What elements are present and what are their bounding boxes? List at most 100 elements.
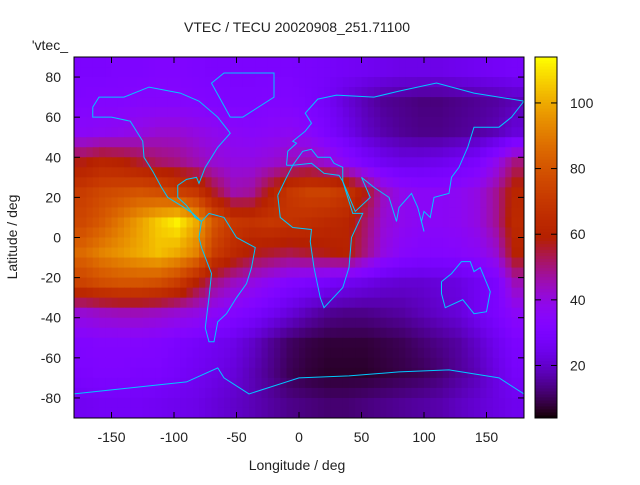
heatmap-cell	[99, 387, 106, 399]
heatmap-cell	[317, 377, 325, 389]
heatmap-cell	[86, 107, 94, 118]
heatmap-cell	[474, 127, 481, 138]
heatmap-cell	[217, 347, 225, 359]
heatmap-cell	[117, 317, 125, 329]
heatmap-cell	[442, 397, 450, 409]
heatmap-cell	[317, 57, 325, 68]
heatmap-cell	[474, 217, 481, 228]
heatmap-cell	[136, 367, 144, 379]
heatmap-cell	[105, 107, 112, 118]
heatmap-cell	[205, 277, 212, 289]
heatmap-cell	[261, 317, 269, 329]
heatmap-cell	[449, 327, 456, 339]
heatmap-cell	[130, 157, 137, 168]
heatmap-cell	[374, 267, 381, 279]
heatmap-cell	[186, 367, 194, 379]
heatmap-cell	[355, 177, 362, 188]
heatmap-cell	[130, 137, 137, 148]
heatmap-cell	[511, 227, 519, 238]
heatmap-cell	[249, 297, 256, 309]
heatmap-cell	[199, 147, 206, 158]
heatmap-cell	[430, 327, 437, 339]
heatmap-cell	[380, 357, 387, 369]
heatmap-cell	[136, 377, 144, 389]
heatmap-cell	[124, 167, 131, 178]
heatmap-cell	[211, 387, 219, 399]
heatmap-cell	[267, 77, 275, 88]
heatmap-cell	[342, 137, 350, 148]
heatmap-cell	[130, 147, 137, 158]
heatmap-cell	[492, 147, 500, 158]
heatmap-cell	[317, 127, 325, 138]
heatmap-cell	[399, 237, 406, 249]
heatmap-cell	[305, 277, 312, 289]
heatmap-cell	[199, 327, 206, 339]
heatmap-cell	[199, 187, 206, 198]
colorbar-segment	[535, 102, 557, 106]
heatmap-cell	[99, 77, 106, 88]
heatmap-cell	[330, 317, 337, 329]
heatmap-cell	[174, 367, 181, 379]
heatmap-cell	[117, 357, 125, 369]
heatmap-cell	[436, 87, 444, 98]
heatmap-cell	[105, 217, 112, 228]
heatmap-cell	[386, 307, 394, 319]
heatmap-cell	[186, 267, 194, 279]
heatmap-cell	[286, 377, 294, 389]
heatmap-cell	[517, 57, 524, 68]
x-tick-label: -50	[226, 429, 246, 445]
heatmap-cell	[299, 297, 306, 309]
colorbar-segment	[535, 366, 557, 371]
heatmap-cell	[292, 297, 300, 309]
heatmap-cell	[149, 77, 156, 88]
heatmap-cell	[380, 227, 387, 238]
heatmap-cell	[417, 97, 425, 108]
heatmap-cell	[399, 377, 406, 389]
heatmap-cell	[380, 107, 387, 118]
heatmap-cell	[149, 357, 156, 369]
heatmap-cell	[249, 167, 256, 178]
heatmap-cell	[180, 137, 187, 148]
heatmap-cell	[136, 187, 144, 198]
heatmap-cell	[417, 407, 425, 418]
heatmap-cell	[255, 237, 262, 249]
heatmap-cell	[324, 77, 331, 88]
colorbar-segment	[535, 345, 557, 350]
heatmap-cell	[130, 77, 137, 88]
heatmap-cell	[155, 387, 162, 399]
heatmap-cell	[517, 327, 524, 339]
heatmap-cell	[330, 127, 337, 138]
heatmap-cell	[242, 107, 250, 118]
heatmap-cell	[430, 237, 437, 249]
heatmap-cell	[492, 167, 500, 178]
heatmap-cell	[242, 247, 250, 259]
heatmap-cell	[130, 57, 137, 68]
heatmap-cell	[136, 407, 144, 418]
heatmap-cell	[505, 107, 512, 118]
heatmap-cell	[299, 267, 306, 279]
heatmap-cell	[242, 67, 250, 78]
colorbar-segment	[535, 108, 557, 112]
heatmap-cell	[74, 367, 81, 379]
heatmap-cell	[380, 247, 387, 259]
heatmap-cell	[449, 187, 456, 198]
heatmap-cell	[280, 167, 287, 178]
heatmap-cell	[449, 207, 456, 218]
heatmap-cell	[130, 197, 137, 208]
colorbar-segment	[535, 264, 557, 269]
heatmap-cell	[467, 197, 475, 208]
heatmap-cell	[317, 67, 325, 78]
heatmap-cell	[405, 67, 412, 78]
heatmap-cell	[199, 397, 206, 409]
heatmap-cell	[411, 297, 419, 309]
heatmap-cell	[192, 407, 200, 418]
heatmap-cell	[361, 257, 369, 269]
heatmap-cell	[267, 177, 275, 188]
heatmap-cell	[511, 337, 519, 349]
heatmap-cell	[224, 237, 231, 249]
heatmap-cell	[486, 337, 494, 349]
heatmap-cell	[292, 167, 300, 178]
colorbar-segment	[535, 81, 557, 85]
heatmap-cell	[117, 407, 125, 418]
heatmap-cell	[374, 167, 381, 178]
